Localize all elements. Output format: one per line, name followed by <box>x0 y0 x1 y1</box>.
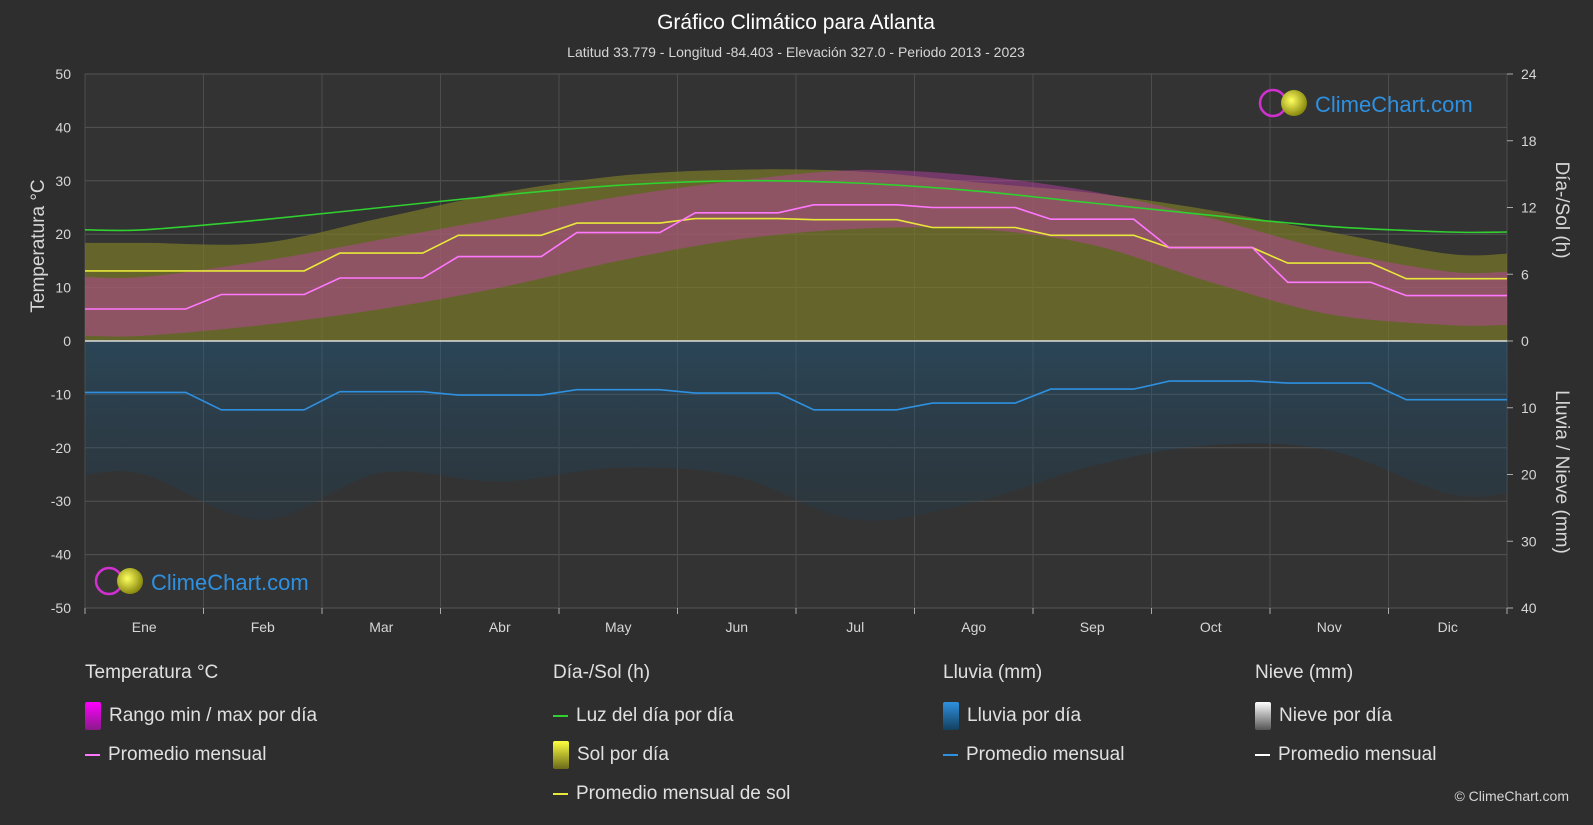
left-tick-label: 30 <box>55 173 71 189</box>
right-top-axis-label: Día-/Sol (h) <box>1551 161 1572 258</box>
legend-sun-daily: Sol por día <box>553 735 790 774</box>
snow-swatch <box>1255 701 1271 730</box>
legend-temperature: Temperatura °C Rango min / max por día P… <box>85 662 317 774</box>
left-tick-label: 10 <box>55 280 71 296</box>
sun-avg-swatch <box>553 792 568 795</box>
left-tick-label: 40 <box>55 119 71 135</box>
right-top-tick-label: 0 <box>1521 333 1529 349</box>
temp-range-swatch <box>85 701 101 730</box>
legend-temp-range-label: Rango min / max por día <box>109 704 318 726</box>
left-tick-label: -20 <box>51 440 71 456</box>
daylight-swatch <box>553 714 568 717</box>
legend-snow-title: Nieve (mm) <box>1255 662 1354 683</box>
legend-snow-daily: Nieve por día <box>1255 696 1436 735</box>
right-bottom-axis-label: Lluvia / Nieve (mm) <box>1551 390 1572 554</box>
rain-avg-swatch <box>943 753 958 756</box>
legend-sun-avg-label: Promedio mensual de sol <box>576 782 791 804</box>
daylight-line <box>84 179 1508 234</box>
month-tick-label: Nov <box>1317 619 1342 635</box>
month-tick-label: Mar <box>369 619 393 635</box>
left-tick-label: -40 <box>51 547 71 563</box>
legend-daylight-label: Luz del día por día <box>576 704 734 726</box>
legend-snow-daily-label: Nieve por día <box>1279 704 1393 726</box>
legend-snow-avg-label: Promedio mensual <box>1278 743 1437 765</box>
chart-title: Gráfico Climático para Atlanta <box>657 11 935 34</box>
legend-sun-daily-label: Sol por día <box>577 743 669 765</box>
legend-snow: Nieve (mm) Nieve por día Promedio mensua… <box>1255 662 1436 774</box>
month-tick-label: Oct <box>1200 619 1222 635</box>
left-axis-label: Temperatura °C <box>28 179 49 312</box>
legend-sun-title: Día-/Sol (h) <box>553 662 651 683</box>
month-tick-label: May <box>605 619 631 635</box>
right-top-tick-label: 6 <box>1521 266 1529 282</box>
legend-rain-daily: Lluvia por día <box>943 696 1124 735</box>
brand-sun-icon <box>117 568 143 594</box>
right-bottom-tick-label: 20 <box>1521 467 1537 483</box>
left-tick-label: 50 <box>55 66 71 82</box>
rain-swatch <box>943 701 959 730</box>
legend-rain-avg: Promedio mensual <box>943 735 1124 774</box>
right-top-tick-label: 12 <box>1521 200 1537 216</box>
left-tick-label: -10 <box>51 386 71 402</box>
legend-sun: Día-/Sol (h) Luz del día por día Sol por… <box>553 662 790 813</box>
legend-temp-avg-label: Promedio mensual <box>108 743 267 765</box>
left-tick-label: 0 <box>63 333 71 349</box>
month-tick-label: Abr <box>489 619 511 635</box>
temp-avg-swatch <box>85 753 100 756</box>
month-tick-label: Ene <box>132 619 157 635</box>
legend-sun-avg: Promedio mensual de sol <box>553 774 790 813</box>
copyright: © ClimeChart.com <box>1454 788 1569 804</box>
brand-logo-top: ClimeChart.com <box>1258 88 1473 118</box>
left-tick-label: -30 <box>51 493 71 509</box>
legend-snow-avg: Promedio mensual <box>1255 735 1436 774</box>
left-tick-label: -50 <box>51 600 71 616</box>
month-tick-label: Sep <box>1080 619 1105 635</box>
sun-daily-area <box>85 169 1507 341</box>
month-tick-label: Feb <box>251 619 275 635</box>
brand-logo-bottom: ClimeChart.com <box>94 566 309 596</box>
data-lines <box>84 179 1508 411</box>
temp-range-area <box>85 169 1507 337</box>
right-top-tick-label: 18 <box>1521 133 1537 149</box>
legend-rain-avg-label: Promedio mensual <box>966 743 1125 765</box>
sun-avg-line <box>85 217 1507 280</box>
chart-subtitle: Latitud 33.779 - Longitud -84.403 - Elev… <box>567 44 1025 60</box>
right-top-tick-label: 24 <box>1521 66 1537 82</box>
brand-name: ClimeChart.com <box>1315 92 1473 117</box>
temp-avg-line <box>85 204 1507 310</box>
snow-avg-swatch <box>1255 753 1270 756</box>
month-tick-label: Jul <box>846 619 864 635</box>
brand-name: ClimeChart.com <box>151 570 309 595</box>
month-tick-label: Jun <box>725 619 748 635</box>
axis-ticks: 50 40 30 20 10 0 -10 -20 -30 -40 -50 24 18 12 6 0 10 20 30… <box>51 66 1537 635</box>
right-bottom-tick-label: 30 <box>1521 533 1537 549</box>
month-tick-label: Ago <box>961 619 986 635</box>
right-bottom-tick-label: 40 <box>1521 600 1537 616</box>
legend-daylight: Luz del día por día <box>553 696 790 735</box>
legend-temp-title: Temperatura °C <box>85 662 219 683</box>
rain-avg-line <box>85 380 1507 411</box>
legend-rain: Lluvia (mm) Lluvia por día Promedio mens… <box>943 662 1124 774</box>
legend-rain-title: Lluvia (mm) <box>943 662 1043 683</box>
brand-sun-icon <box>1281 90 1307 116</box>
left-tick-label: 20 <box>55 226 71 242</box>
legend-rain-daily-label: Lluvia por día <box>967 704 1082 726</box>
legend-temp-avg: Promedio mensual <box>85 735 317 774</box>
legend-temp-range: Rango min / max por día <box>85 696 317 735</box>
sun-swatch <box>553 740 569 769</box>
right-bottom-tick-label: 10 <box>1521 400 1537 416</box>
month-tick-label: Dic <box>1438 619 1458 635</box>
